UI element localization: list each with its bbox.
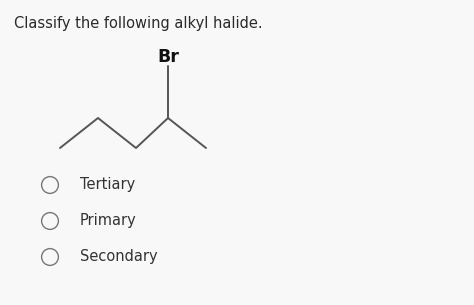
Text: Classify the following alkyl halide.: Classify the following alkyl halide. <box>14 16 263 31</box>
Point <box>46 219 54 224</box>
Text: Primary: Primary <box>80 214 137 228</box>
Text: Tertiary: Tertiary <box>80 178 135 192</box>
Text: Br: Br <box>157 48 179 66</box>
Point <box>46 183 54 188</box>
Point <box>46 255 54 260</box>
Text: Secondary: Secondary <box>80 249 158 264</box>
